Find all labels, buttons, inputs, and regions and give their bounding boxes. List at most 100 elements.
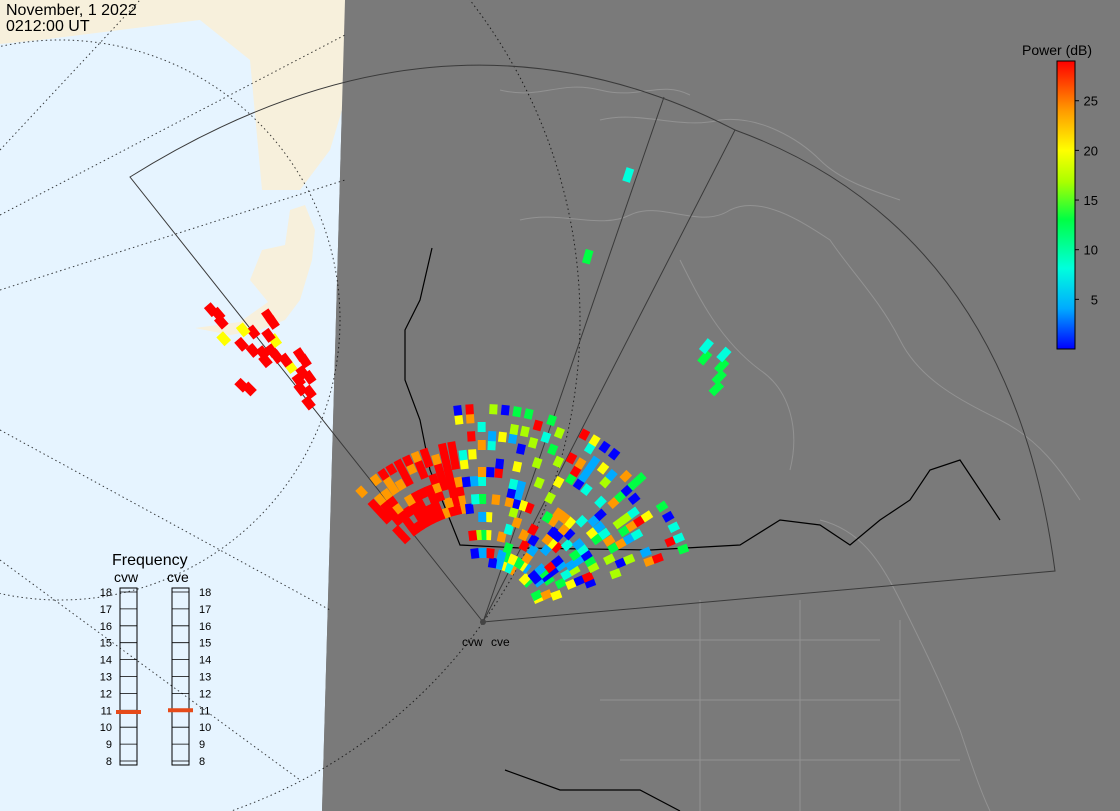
echo-cell: [422, 456, 434, 469]
echo-cell: [602, 534, 616, 547]
echo-cell: [470, 548, 480, 559]
echo-cell: [527, 523, 539, 536]
echo-cell: [301, 395, 316, 411]
frequency-title: Frequency: [112, 552, 188, 569]
echo-cell: [485, 547, 495, 559]
echo-cell: [598, 440, 611, 454]
echo-cell: [588, 455, 601, 469]
echo-cell: [502, 542, 514, 555]
echo-cell: [664, 535, 677, 548]
echo-cell: [609, 568, 622, 580]
echo-cell: [486, 466, 495, 478]
frequency-scale-label: 15: [199, 638, 211, 650]
echo-cell: [496, 549, 507, 562]
echo-cell: [446, 477, 457, 490]
echo-cell: [565, 452, 578, 465]
frequency-scale-label: 11: [101, 705, 112, 717]
echo-cell: [419, 447, 431, 460]
echo-cell: [677, 543, 690, 555]
echo-cell: [578, 428, 591, 441]
echo-cell: [292, 347, 308, 363]
echo-cell: [560, 538, 574, 552]
echo-cell: [581, 248, 594, 265]
echo-cell: [291, 372, 306, 388]
echo-cell: [478, 511, 487, 523]
echo-cell: [534, 563, 547, 576]
colorbar-tick-label: 15: [1084, 193, 1098, 208]
echo-cell: [234, 336, 249, 352]
echo-cell: [465, 413, 475, 424]
echo-cell: [477, 421, 486, 433]
echo-cell: [491, 494, 501, 506]
echo-cell: [453, 405, 463, 416]
radar-fov: [129, 64, 1056, 623]
frequency-scale-label: 17: [199, 604, 211, 616]
radar-sites: cvw cve: [462, 619, 510, 649]
echo-cell: [392, 524, 405, 538]
echo-cell: [448, 449, 459, 462]
echo-cell: [708, 380, 725, 397]
frequency-scale-label: 13: [100, 672, 112, 684]
echo-cell: [448, 486, 459, 499]
frequency-scale-label: 16: [100, 621, 112, 633]
frequency-scale-label: 9: [199, 739, 205, 751]
colorbar-tick-label: 10: [1084, 243, 1098, 258]
frequency-scale-label: 10: [199, 722, 211, 734]
echo-cell: [511, 516, 523, 529]
echo-cell: [541, 510, 554, 524]
echo-cell: [477, 475, 487, 487]
echo-cell: [630, 528, 644, 541]
echo-cell: [546, 414, 558, 427]
echo-cell: [245, 324, 261, 340]
echo-cell: [437, 442, 448, 455]
echo-cell: [713, 358, 730, 374]
echo-cell: [711, 369, 727, 386]
radar-site-marker: [480, 619, 486, 625]
echo-cell: [431, 453, 442, 466]
echo-cell: [698, 338, 714, 355]
echo-cell: [605, 468, 618, 482]
echo-cell: [454, 413, 464, 425]
echo-cell: [433, 462, 445, 475]
echo-cell: [552, 475, 565, 489]
echo-cell: [518, 528, 530, 542]
echo-cell: [443, 496, 455, 509]
echo-cell: [592, 520, 606, 534]
echo-cell: [639, 546, 652, 558]
echo-cell: [461, 476, 471, 488]
echo-cell: [508, 478, 519, 491]
echo-cell: [640, 510, 654, 523]
echo-cell: [436, 470, 447, 483]
date-label: November, 1 2022: [6, 2, 137, 19]
echo-cell: [467, 431, 476, 442]
echo-cell: [295, 364, 310, 380]
echo-cell: [438, 479, 450, 492]
echo-cell: [553, 426, 566, 439]
echo-cell: [575, 514, 589, 528]
echo-cell: [478, 547, 487, 559]
echo-cell: [526, 544, 539, 557]
echo-cell: [428, 473, 440, 486]
echo-cell: [580, 549, 593, 562]
site-label-cve: cve: [491, 635, 510, 649]
echo-cell: [515, 480, 527, 493]
echo-cell: [503, 523, 515, 536]
echo-cell: [439, 451, 451, 464]
echo-cell: [533, 476, 545, 490]
echo-cell: [558, 511, 571, 525]
echo-cell: [469, 476, 479, 487]
echo-cell: [410, 450, 422, 464]
echo-cell: [393, 458, 406, 472]
echo-cell: [546, 525, 560, 539]
echo-cell: [512, 460, 523, 473]
echo-cell: [697, 349, 713, 366]
echo-cell: [494, 467, 504, 479]
echo-cell: [464, 503, 475, 515]
colorbar-tick-label: 20: [1084, 143, 1098, 158]
echo-cell: [468, 530, 478, 542]
power-colorbar: Power (dB) 25 20 15 10 5: [1022, 42, 1098, 350]
colorbar-tick-label: 25: [1084, 94, 1098, 109]
echo-cell: [607, 447, 621, 461]
echo-cell: [627, 506, 640, 519]
